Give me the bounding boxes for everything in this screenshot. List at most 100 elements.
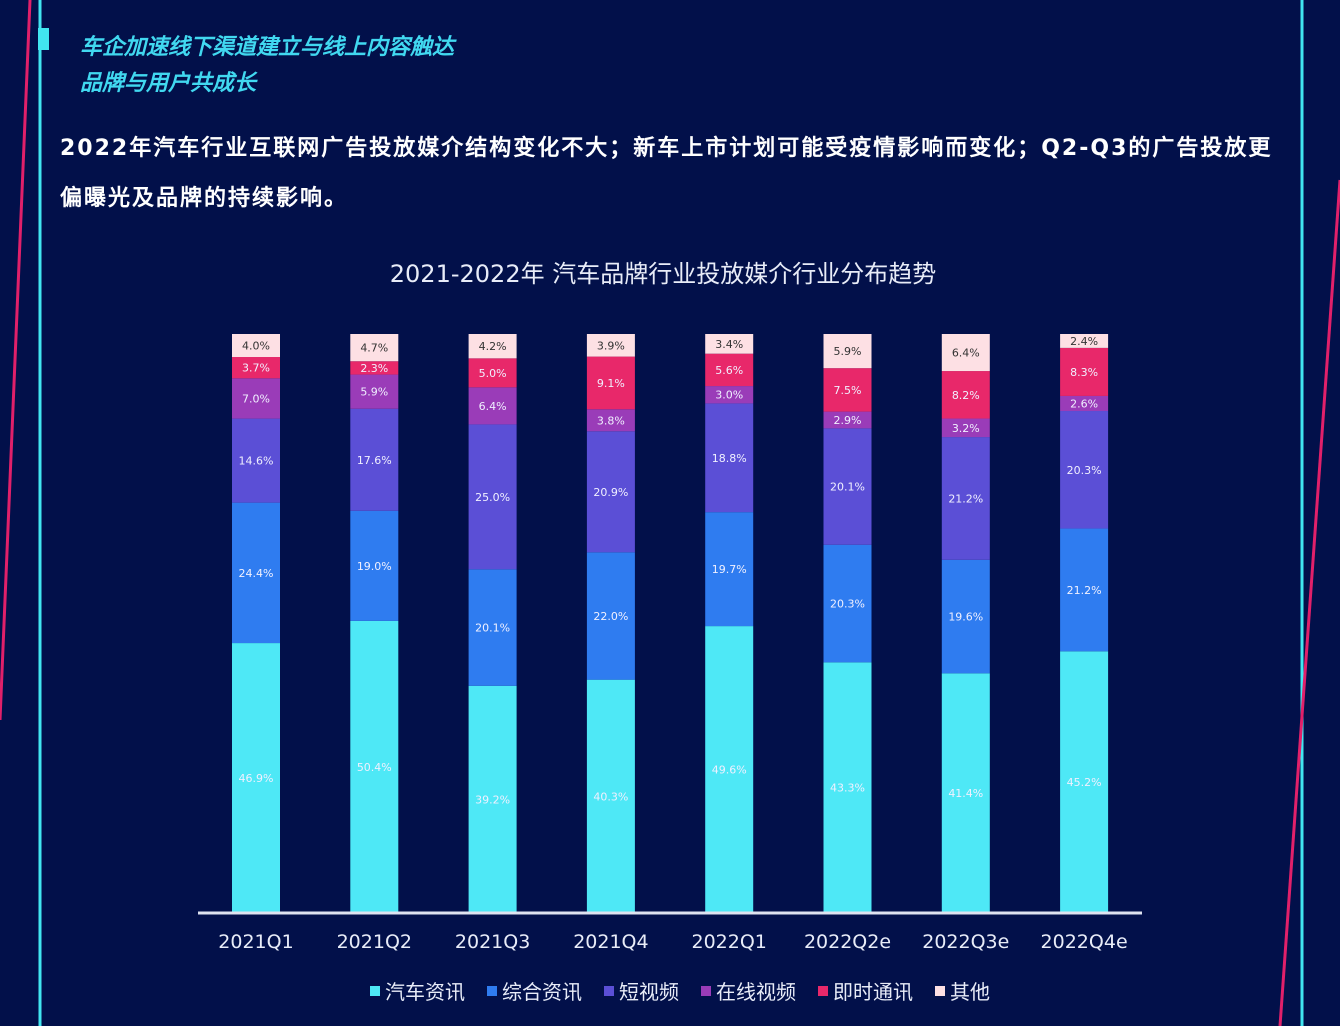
data-label: 8.2% <box>952 389 980 402</box>
bar-segment <box>823 428 872 545</box>
legend-item: 其他 <box>935 976 990 1005</box>
bar-segment <box>1060 395 1109 412</box>
bars-group: 46.9% 24.4% 14.6% 7.0% 3.7% 4.0% 50.4% 19.0% 17.… <box>232 334 1109 913</box>
legend-item: 短视频 <box>604 976 679 1005</box>
bar-segment <box>1060 411 1109 529</box>
data-label: 20.3% <box>1067 464 1102 477</box>
bar-segment <box>1060 651 1109 913</box>
data-label: 18.8% <box>712 452 747 465</box>
x-ticks: 2021Q1 2021Q2 2021Q3 2021Q4 2022Q1 2022Q2e 202… <box>218 931 1127 953</box>
bar-segment <box>586 409 635 432</box>
data-label: 3.2% <box>952 422 980 435</box>
bar-segment <box>350 374 399 409</box>
data-label: 41.4% <box>948 787 983 800</box>
data-label: 46.9% <box>239 772 274 785</box>
legend-item: 即时通讯 <box>818 976 913 1005</box>
x-tick-label: 2021Q2 <box>337 931 412 953</box>
data-label: 7.5% <box>834 384 862 397</box>
data-label: 25.0% <box>475 491 510 504</box>
data-label: 3.9% <box>597 339 625 352</box>
bar-segment <box>705 353 754 387</box>
x-tick-label: 2021Q4 <box>573 931 648 953</box>
data-label: 21.2% <box>948 492 983 505</box>
bar-segment <box>941 673 990 913</box>
data-label: 3.8% <box>597 414 625 427</box>
x-tick-label: 2022Q2e <box>804 931 891 953</box>
bar-segment <box>586 679 635 913</box>
bar-segment <box>1060 528 1109 652</box>
left-magenta-line <box>0 0 32 721</box>
header-line-1: 车企加速线下渠道建立与线上内容触达 <box>80 35 455 60</box>
data-label: 7.0% <box>242 392 270 405</box>
bar-segment <box>705 626 754 913</box>
data-label: 20.1% <box>475 622 510 635</box>
data-label: 2.3% <box>360 362 388 375</box>
legend-swatch <box>818 985 828 996</box>
data-label: 19.7% <box>712 563 747 576</box>
bar-segment <box>941 334 990 372</box>
x-tick-label: 2021Q1 <box>218 931 293 953</box>
data-label: 9.1% <box>597 377 625 390</box>
data-label: 14.6% <box>239 455 274 468</box>
data-label: 20.1% <box>830 481 865 494</box>
bar-segment <box>232 378 280 419</box>
data-label: 6.4% <box>479 400 507 413</box>
bar-segment <box>350 408 399 511</box>
bar-segment <box>350 334 399 362</box>
legend-swatch <box>370 985 380 996</box>
legend-item: 在线视频 <box>701 976 796 1005</box>
bar-segment <box>586 552 635 680</box>
bar-segment <box>705 386 754 404</box>
data-label: 2.4% <box>1070 335 1098 348</box>
data-label: 2.6% <box>1070 397 1098 410</box>
data-label: 4.0% <box>242 340 270 353</box>
bar-segment <box>468 424 517 570</box>
bar-segment <box>468 334 517 359</box>
bar-segment <box>1060 334 1109 348</box>
legend: 汽车资讯 综合资讯 短视频 在线视频 即时通讯 其他 <box>0 976 1340 1005</box>
x-tick-label: 2022Q1 <box>691 931 766 953</box>
bar-segment <box>232 418 280 503</box>
data-label: 5.6% <box>715 364 743 377</box>
legend-swatch <box>487 985 497 996</box>
legend-label: 即时通讯 <box>833 980 913 1004</box>
x-tick-label: 2022Q3e <box>922 931 1009 953</box>
legend-label: 汽车资讯 <box>385 980 465 1004</box>
data-label: 19.0% <box>357 560 392 573</box>
legend-label: 其他 <box>950 980 990 1004</box>
bar-segment <box>941 437 990 560</box>
legend-item: 汽车资讯 <box>370 976 465 1005</box>
bar-segment <box>468 387 517 425</box>
bar-segment <box>705 512 754 627</box>
data-label: 6.4% <box>952 347 980 360</box>
bar-segment <box>941 371 990 419</box>
bar-segment <box>941 559 990 674</box>
data-label: 4.7% <box>360 342 388 355</box>
data-label: 45.2% <box>1067 776 1102 789</box>
right-magenta-line <box>1278 179 1340 1026</box>
bar-segment <box>232 502 280 644</box>
data-label: 24.4% <box>239 567 274 580</box>
legend-label: 短视频 <box>619 980 679 1004</box>
bar-segment <box>232 334 280 358</box>
data-label: 49.6% <box>712 764 747 777</box>
bar-segment <box>350 620 399 913</box>
bar-segment <box>468 358 517 388</box>
legend-item: 综合资讯 <box>487 976 582 1005</box>
x-tick-label: 2021Q3 <box>455 931 530 953</box>
bar-segment <box>823 544 872 663</box>
data-label: 5.0% <box>479 367 507 380</box>
bar-segment <box>823 334 872 369</box>
bar-segment <box>586 431 635 553</box>
data-label: 39.2% <box>475 793 510 806</box>
data-label: 5.9% <box>834 345 862 358</box>
bar-segment <box>350 510 399 621</box>
legend-label: 综合资讯 <box>502 980 582 1004</box>
data-label: 20.9% <box>593 486 628 499</box>
data-label: 19.6% <box>948 611 983 624</box>
bar-segment <box>350 361 399 375</box>
bar-segment <box>823 662 872 913</box>
bar-segment <box>705 334 754 354</box>
